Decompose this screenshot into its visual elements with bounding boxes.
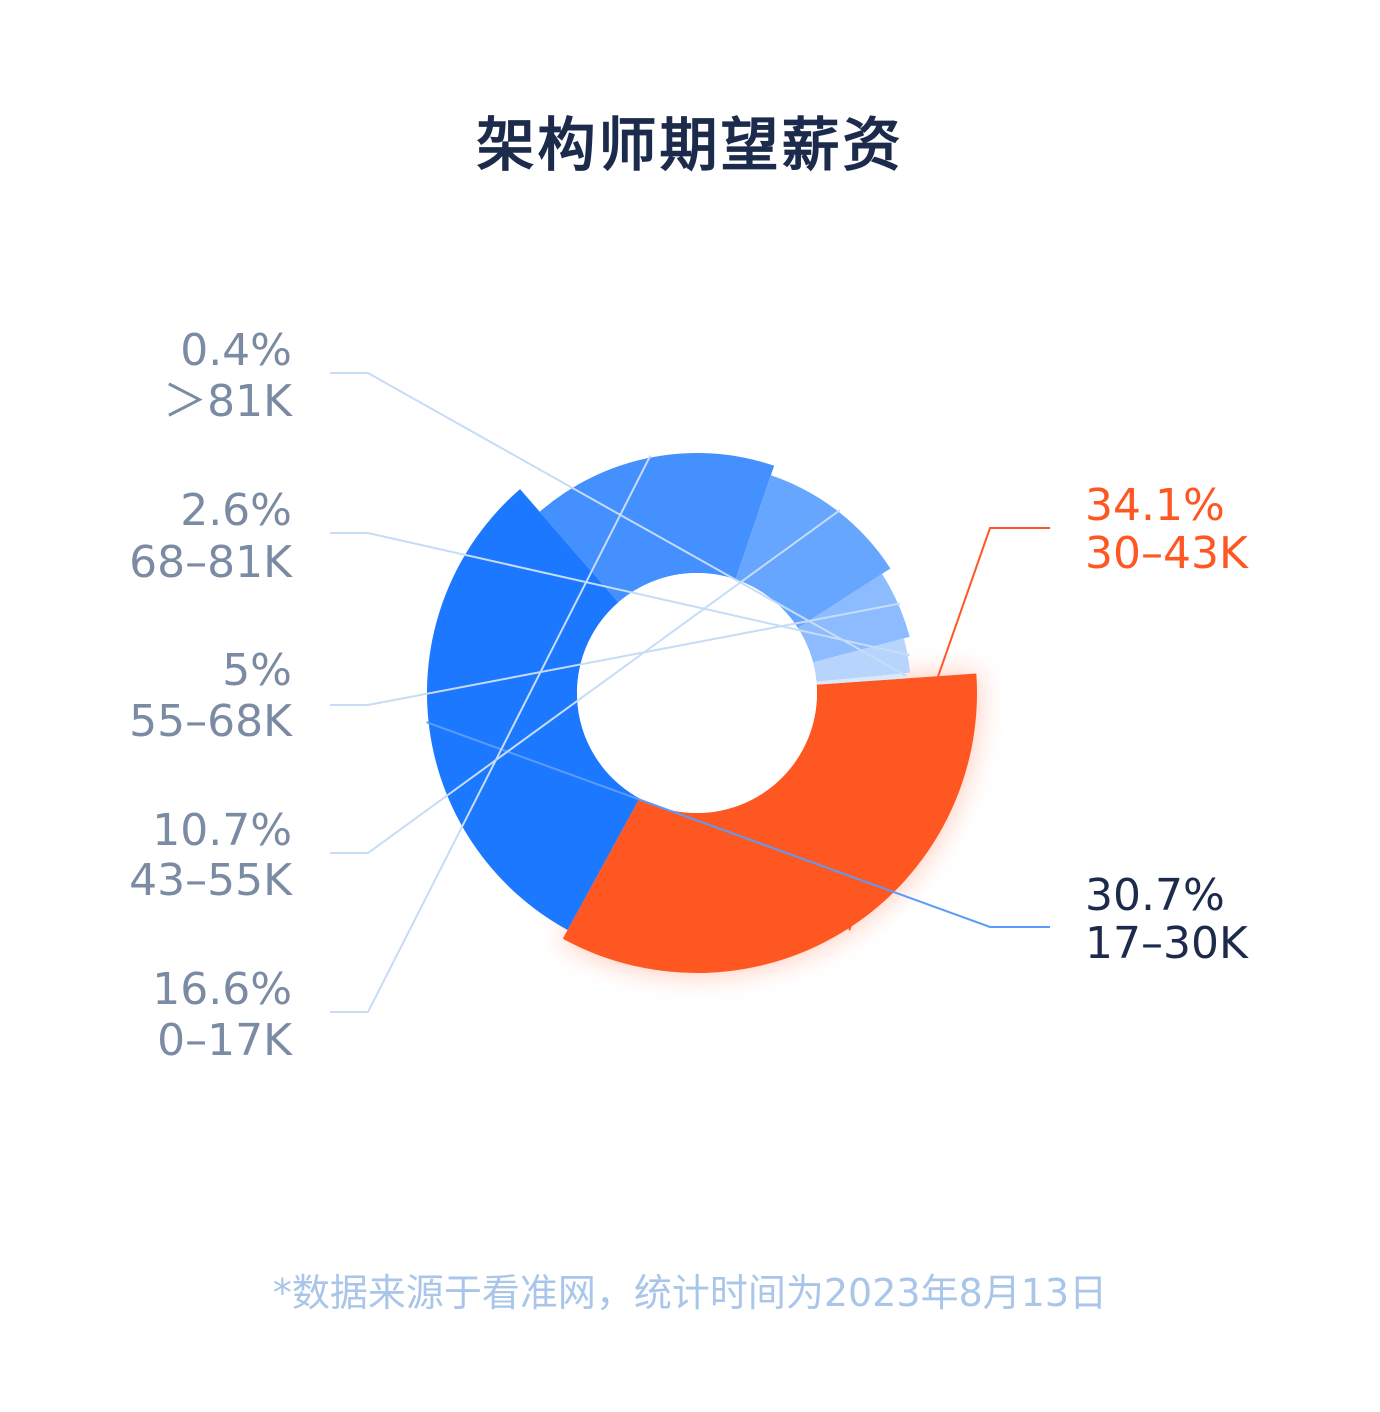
chart-title: 架构师期望薪资 — [476, 111, 904, 179]
leader-line-68-81K — [330, 532, 910, 657]
slice-range-label: 43–55K — [129, 855, 293, 906]
leader-line-30-43K — [848, 527, 1050, 931]
slice-percent-label: 10.7% — [152, 805, 292, 856]
slice-0-17K — [539, 453, 775, 603]
donut-hole — [577, 573, 817, 813]
slice-percent-label: 34.1% — [1085, 480, 1225, 531]
slice-range-label: 17–30K — [1085, 918, 1249, 969]
leader-line-43-55K — [330, 509, 841, 854]
slice-percent-label: 0.4% — [180, 325, 292, 376]
slice-percent-label: 16.6% — [152, 964, 292, 1015]
slice-percent-label: 2.6% — [180, 485, 292, 536]
slice-17-30K — [426, 489, 640, 930]
slice-range-label: 68–81K — [129, 537, 293, 588]
leader-line-17-30K — [426, 721, 1050, 928]
slice-range-label: 30–43K — [1085, 528, 1249, 579]
leader-line-0-17K — [330, 455, 652, 1013]
leader-line-55-68K — [330, 602, 901, 706]
slice-percent-label: 5% — [222, 645, 292, 696]
slice-30-43K — [562, 673, 977, 974]
leader-line->81K — [330, 372, 907, 677]
slice-range-label: 0–17K — [157, 1015, 293, 1066]
slice-range-label: 55–68K — [129, 696, 293, 747]
slice-55-68K — [797, 573, 910, 663]
slice->81K — [816, 673, 905, 685]
slice-43-55K — [735, 475, 891, 629]
data-source-footnote: *数据来源于看准网，统计时间为2023年8月13日 — [272, 1271, 1108, 1315]
slice-range-label: ＞81K — [163, 376, 293, 427]
slice-percent-label: 30.7% — [1085, 870, 1225, 921]
